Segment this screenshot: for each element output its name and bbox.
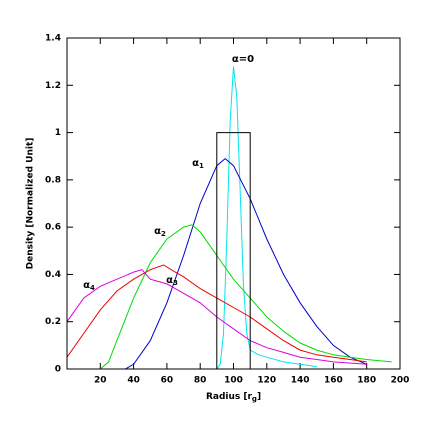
series-line	[66, 264, 367, 363]
series-line	[216, 66, 317, 370]
annotation: α2	[154, 226, 166, 238]
y-tick-label: 0.2	[45, 317, 61, 327]
x-label-end: ]	[257, 392, 261, 402]
annotation-text: α=0	[232, 54, 254, 65]
x-tick-label: 60	[161, 376, 174, 386]
annotation: α3	[166, 275, 178, 287]
x-label-text: Radius [r	[206, 392, 253, 402]
x-tick-label: 120	[257, 376, 276, 386]
y-tick-label: 0.4	[45, 270, 61, 280]
x-tick-label: 160	[324, 376, 343, 386]
y-axis-label: Density [Normalized Unit]	[26, 138, 36, 270]
y-tick-label: 1.4	[45, 34, 61, 44]
annotation: α=0	[232, 54, 254, 65]
annotation-sub: 4	[90, 284, 95, 292]
series-line	[216, 132, 251, 369]
y-tick-label: 1	[55, 128, 61, 138]
annotation-text: α	[166, 275, 173, 286]
x-tick-label: 100	[224, 376, 243, 386]
y-tick-label: 0	[55, 365, 61, 375]
annotation-sub: 3	[173, 279, 178, 287]
series-line	[99, 224, 392, 370]
plot-frame	[66, 37, 401, 370]
annotation: α1	[192, 158, 204, 170]
y-tick-label: 0.8	[45, 175, 61, 185]
y-tick-label: 0.6	[45, 223, 61, 233]
x-tick-label: 200	[391, 376, 410, 386]
series-line	[66, 269, 367, 365]
x-label-sub: g	[252, 395, 257, 403]
x-tick-label: 40	[127, 376, 140, 386]
annotation-sub: 1	[199, 162, 204, 170]
annotation-text: α	[192, 158, 199, 169]
x-tick-label: 20	[94, 376, 107, 386]
x-tick-label: 180	[357, 376, 376, 386]
annotation-text: α	[83, 280, 90, 291]
series-line	[125, 157, 367, 370]
annotation-sub: 2	[161, 230, 166, 238]
annotation: α4	[83, 280, 95, 292]
y-tick-label: 1.2	[45, 81, 61, 91]
x-axis-label: Radius [rg]	[206, 392, 261, 404]
x-tick-label: 80	[194, 376, 207, 386]
annotation-text: α	[154, 226, 161, 237]
x-tick-label: 140	[291, 376, 310, 386]
